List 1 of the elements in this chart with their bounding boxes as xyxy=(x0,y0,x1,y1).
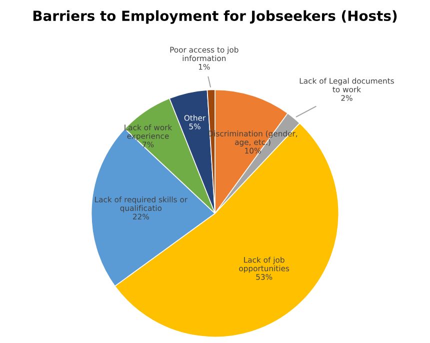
chart-title: Barriers to Employment for Jobseekers (Hosts) xyxy=(33,10,397,24)
